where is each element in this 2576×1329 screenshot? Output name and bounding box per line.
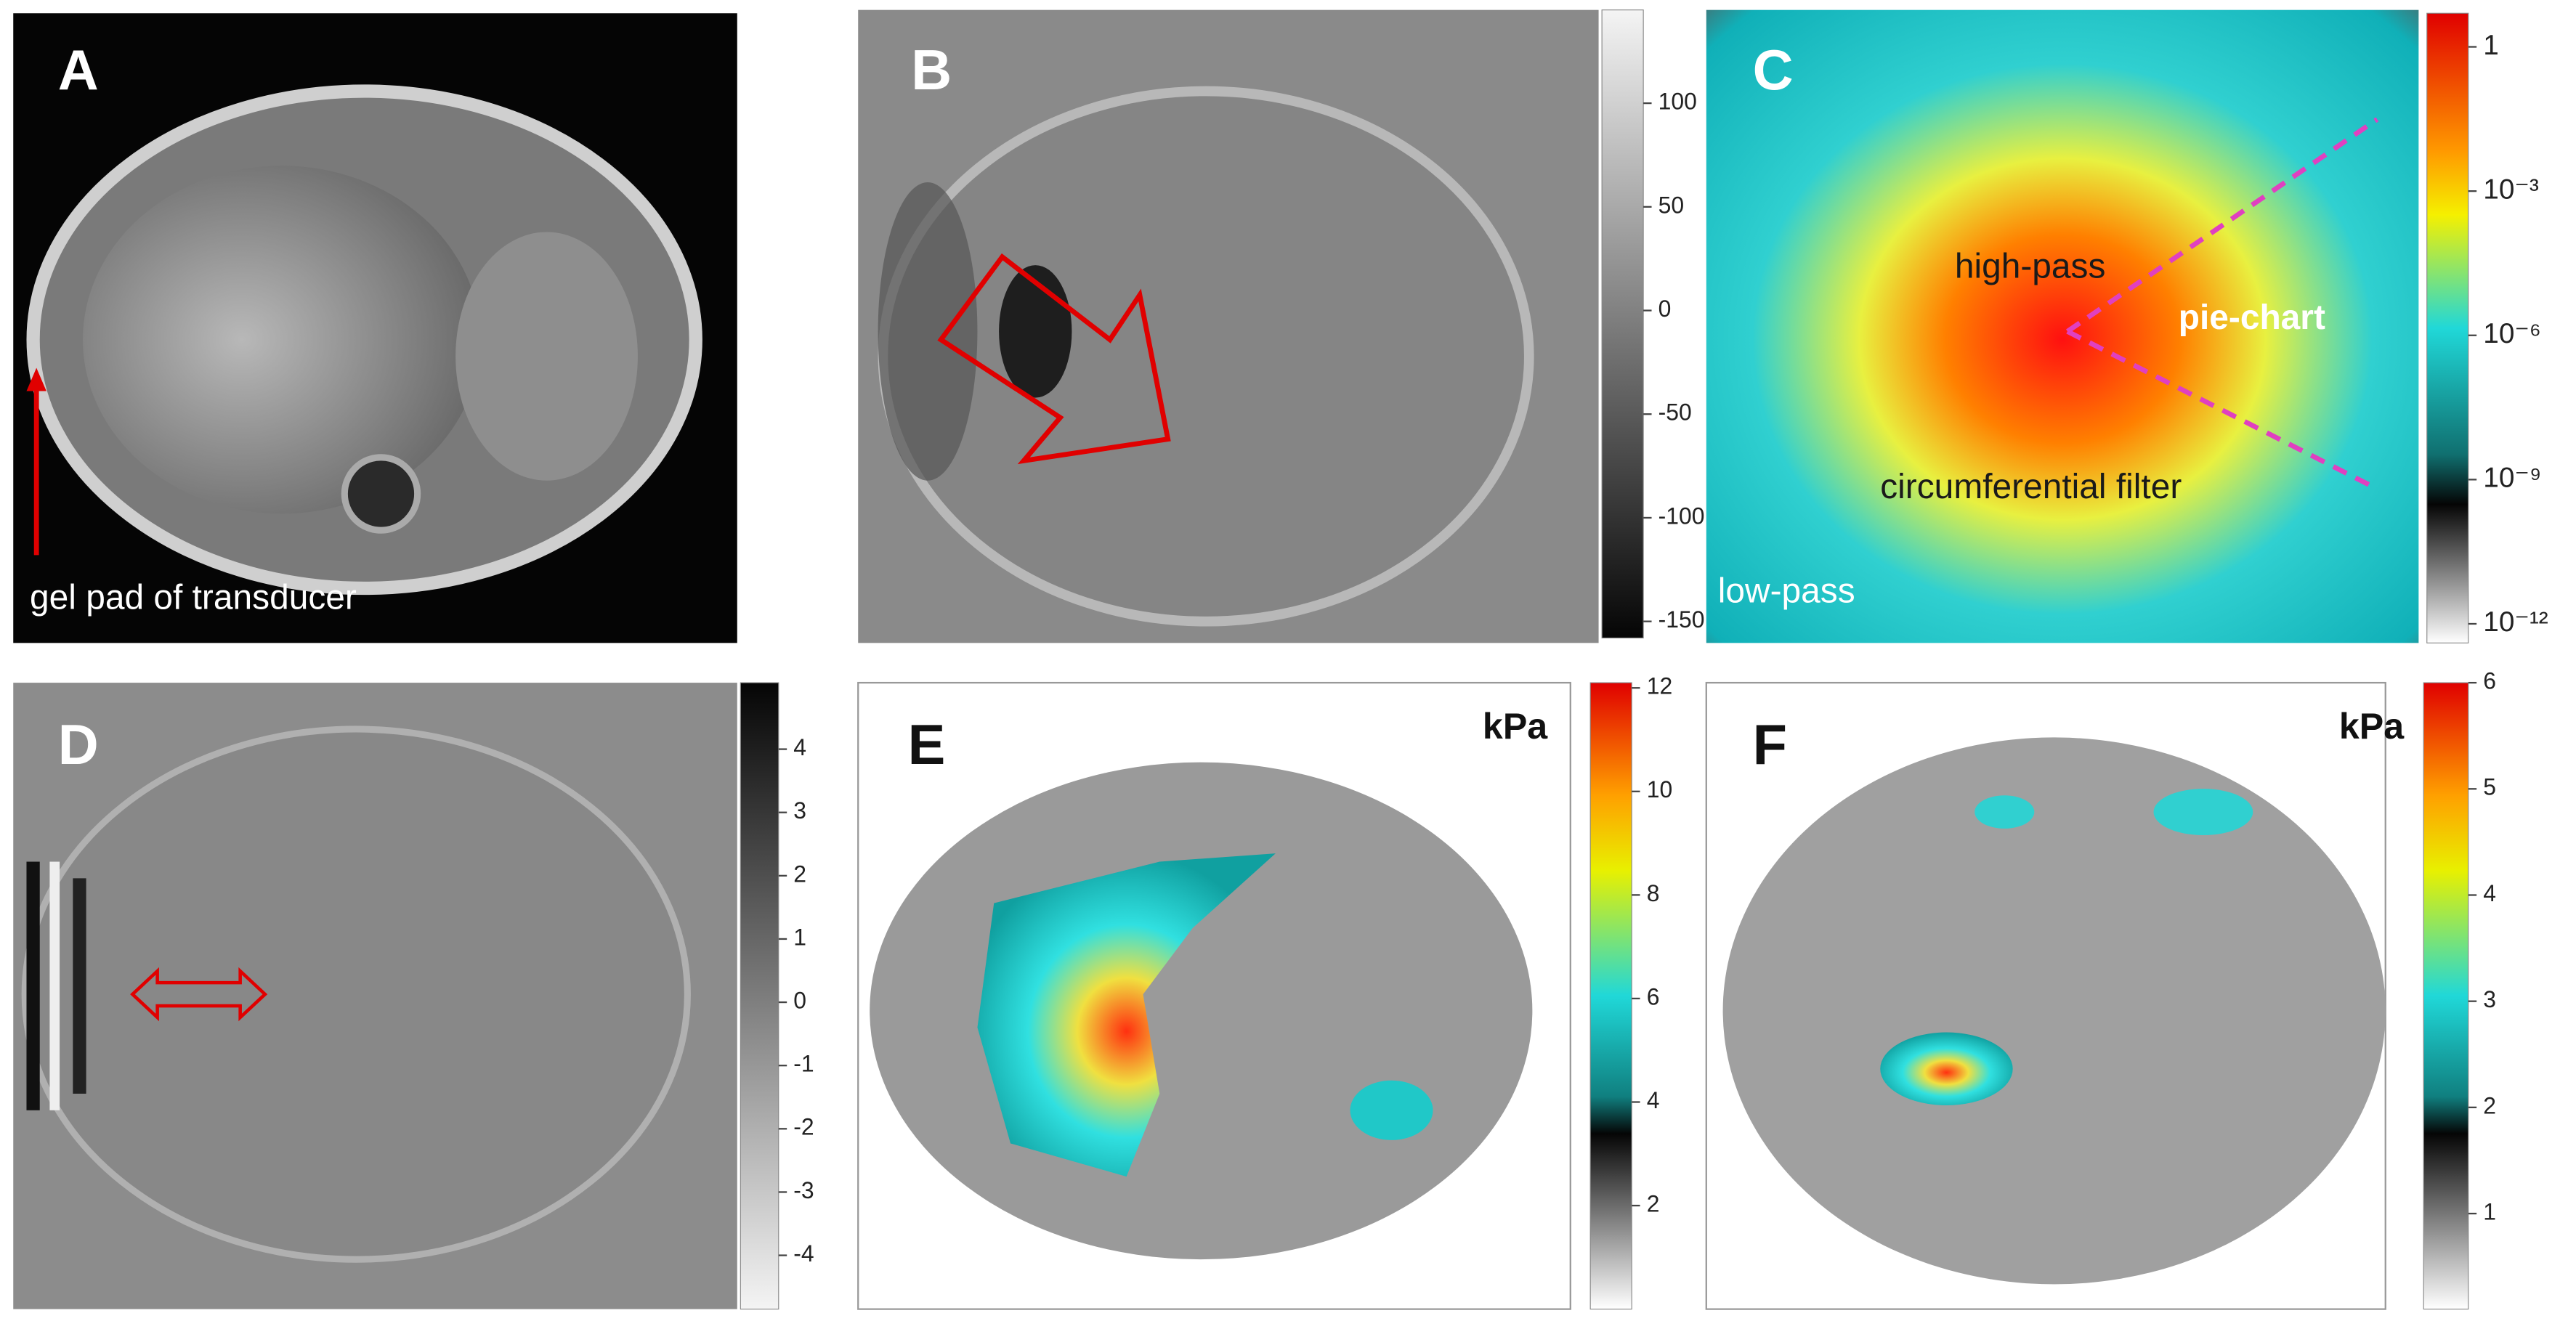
colorbar-tick-label: 2	[1647, 1190, 1660, 1216]
arrow-head	[26, 367, 46, 391]
liver	[83, 166, 481, 514]
wave	[73, 878, 86, 1094]
colorbar	[2423, 682, 2469, 1310]
colorbar-tick-label: 4	[2483, 880, 2496, 906]
colorbar-tick-label: 5	[2483, 774, 2496, 800]
colorbar-tick-label: 2	[793, 861, 806, 887]
arrow-outline	[937, 253, 1171, 465]
colorbar-tick-label: 100	[1658, 89, 1697, 115]
colorbar-tick-label: 10⁻³	[2483, 174, 2539, 205]
stiffness-blob	[1880, 1032, 2013, 1105]
stiffness-blob	[977, 853, 1276, 1177]
spleen	[455, 232, 638, 481]
colorbar-tick-label: 10	[1647, 776, 1673, 802]
filter-line	[2066, 329, 2378, 492]
colorbar-tick-label: 10⁻⁶	[2483, 318, 2541, 349]
colorbar-tick-label: 4	[793, 734, 806, 760]
spine	[341, 454, 421, 534]
annotation: low-pass	[1718, 572, 1855, 611]
filter-line	[2065, 117, 2379, 334]
wave-field	[21, 726, 691, 1263]
panel-label: C	[1753, 39, 1794, 102]
colorbar-tick-label: -4	[793, 1240, 814, 1267]
colorbar-tick-label: -3	[793, 1177, 814, 1203]
abdomen	[1722, 737, 2386, 1285]
colorbar-tick-label: -100	[1658, 503, 1705, 529]
colorbar-tick-label: -2	[793, 1114, 814, 1140]
double-arrow	[130, 967, 268, 1022]
panel-label: A	[58, 39, 99, 102]
panel-label: D	[58, 714, 99, 776]
wave	[26, 861, 40, 1110]
colorbar-tick-label: 1	[2483, 30, 2499, 61]
panel-label: E	[908, 714, 946, 776]
colorbar-tick-label: 1	[2483, 1198, 2496, 1224]
colorbar	[740, 682, 779, 1310]
wave	[49, 861, 60, 1110]
annotation: high-pass	[1955, 247, 2106, 285]
colorbar-tick-label: -50	[1658, 399, 1692, 426]
stiffness-blob	[1350, 1080, 1433, 1140]
colorbar	[2426, 12, 2469, 643]
unit-label: kPa	[2339, 706, 2405, 747]
colorbar-tick-label: 0	[1658, 296, 1672, 322]
colorbar-tick-label: 3	[793, 797, 806, 824]
panel-label: B	[911, 39, 952, 102]
colorbar-tick-label: 10⁻¹²	[2483, 606, 2548, 638]
annotation: circumferential filter	[1880, 468, 2182, 506]
colorbar-tick-label: 2	[2483, 1092, 2496, 1118]
colorbar-tick-label: -1	[793, 1051, 814, 1077]
colorbar-tick-label: 12	[1647, 673, 1673, 699]
colorbar-tick-label: 6	[1647, 983, 1660, 1009]
colorbar-tick-label: 6	[2483, 668, 2496, 694]
colorbar-tick-label: 1	[793, 924, 806, 950]
colorbar-tick-label: 10⁻⁹	[2483, 463, 2541, 494]
abdomen	[870, 762, 1533, 1260]
colorbar-tick-label: 50	[1658, 192, 1685, 218]
abdomen	[878, 86, 1534, 627]
stiffness-blob	[1974, 795, 2035, 829]
colorbar	[1601, 9, 1644, 639]
colorbar-tick-label: 3	[2483, 986, 2496, 1012]
noise	[878, 182, 978, 481]
colorbar-tick-label: 8	[1647, 880, 1660, 906]
colorbar	[1589, 682, 1632, 1310]
annotation: gel pad of transducer	[30, 579, 357, 617]
colorbar-tick-label: -150	[1658, 606, 1705, 633]
colorbar-tick-label: 0	[793, 988, 806, 1014]
panel-c-image	[1706, 9, 2419, 643]
unit-label: kPa	[1483, 706, 1548, 747]
colorbar-tick-label: 4	[1647, 1087, 1660, 1113]
stiffness-blob	[2153, 789, 2253, 836]
annotation: pie-chart	[2179, 298, 2325, 337]
panel-label: F	[1753, 714, 1787, 776]
